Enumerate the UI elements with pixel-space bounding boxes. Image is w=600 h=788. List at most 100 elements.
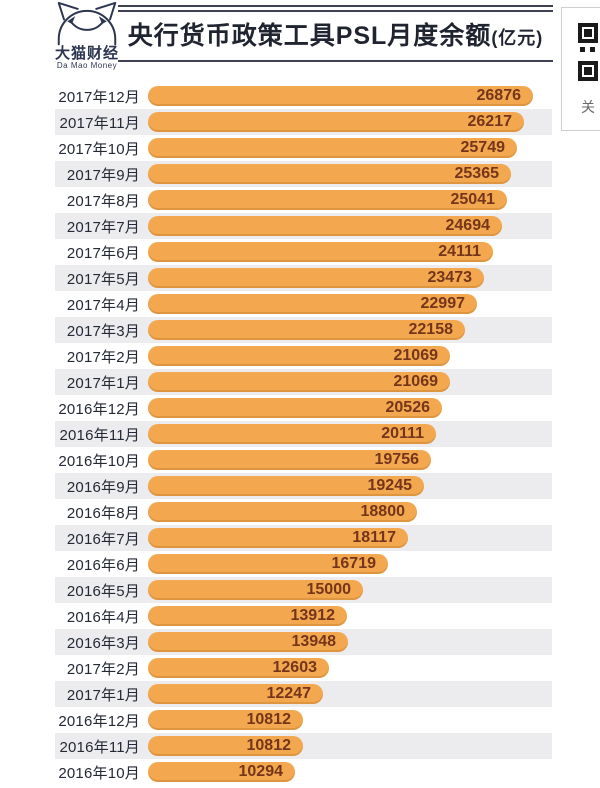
category-label: 2017年11月 (59, 114, 140, 132)
bar: 26876 (148, 86, 533, 106)
chart-row: 2017年8月 25041 (55, 187, 552, 213)
bar-track: 13948 (140, 632, 552, 652)
bar-track: 10812 (140, 710, 552, 730)
value-label: 10812 (246, 711, 292, 728)
category-label: 2017年8月 (66, 192, 140, 210)
value-label: 22158 (408, 321, 454, 338)
value-label: 25749 (460, 139, 506, 156)
chart-row: 2016年9月 19245 (55, 473, 552, 499)
chart-row: 2017年6月 24111 (55, 239, 552, 265)
bar: 23473 (148, 268, 484, 288)
value-label: 12603 (272, 659, 318, 676)
category-label: 2016年6月 (66, 556, 140, 574)
value-label: 20526 (385, 399, 431, 416)
category-label: 2016年12月 (58, 712, 140, 730)
bar-track: 10812 (140, 736, 552, 756)
bar: 24694 (148, 216, 502, 236)
category-label: 2016年12月 (58, 400, 140, 418)
category-label: 2016年11月 (59, 738, 140, 756)
chart-row: 2016年12月 20526 (55, 395, 552, 421)
chart-row: 2017年7月 24694 (55, 213, 552, 239)
bar-track: 22997 (140, 294, 552, 314)
bar: 24111 (148, 242, 493, 262)
value-label: 19756 (374, 451, 420, 468)
bar: 21069 (148, 346, 450, 366)
value-label: 10294 (238, 763, 284, 780)
value-label: 18800 (360, 503, 406, 520)
chart-row: 2017年10月 25749 (55, 135, 552, 161)
value-label: 16719 (331, 555, 377, 572)
chart-row: 2017年1月 21069 (55, 369, 552, 395)
value-label: 12247 (266, 685, 312, 702)
bar-track: 24694 (140, 216, 552, 236)
chart-row: 2017年5月 23473 (55, 265, 552, 291)
category-label: 2017年10月 (58, 140, 140, 158)
bar-track: 12603 (140, 658, 552, 678)
category-label: 2017年6月 (66, 244, 140, 262)
bar: 10812 (148, 710, 303, 730)
value-label: 19245 (367, 477, 413, 494)
category-label: 2017年2月 (66, 660, 140, 678)
bar: 19245 (148, 476, 424, 496)
chart-row: 2016年5月 15000 (55, 577, 552, 603)
category-label: 2016年10月 (58, 452, 140, 470)
bar: 19756 (148, 450, 431, 470)
brand-subtitle: Da Mao Money (56, 61, 118, 70)
bar-track: 22158 (140, 320, 552, 340)
value-label: 25365 (454, 165, 500, 182)
bar: 13912 (148, 606, 347, 626)
value-label: 15000 (306, 581, 352, 598)
bar-track: 19756 (140, 450, 552, 470)
value-label: 21069 (393, 347, 439, 364)
bar: 25041 (148, 190, 507, 210)
bar-track: 21069 (140, 346, 552, 366)
category-label: 2016年8月 (66, 504, 140, 522)
bar-track: 25749 (140, 138, 552, 158)
bar: 13948 (148, 632, 348, 652)
category-label: 2017年2月 (66, 348, 140, 366)
value-label: 20111 (381, 425, 424, 442)
category-label: 2017年3月 (66, 322, 140, 340)
chart-row: 2017年4月 22997 (55, 291, 552, 317)
chart-row: 2016年10月 10294 (55, 759, 552, 785)
value-label: 25041 (450, 191, 496, 208)
bar-track: 15000 (140, 580, 552, 600)
value-label: 23473 (427, 269, 473, 286)
category-label: 2016年7月 (66, 530, 140, 548)
bar-track: 19245 (140, 476, 552, 496)
chart-row: 2017年9月 25365 (55, 161, 552, 187)
qr-caption-fragment: 关 (581, 99, 595, 115)
value-label: 18117 (352, 529, 396, 546)
bar: 12247 (148, 684, 323, 704)
bar-track: 20111 (140, 424, 552, 444)
bar-track: 16719 (140, 554, 552, 574)
cat-face-icon (57, 1, 117, 46)
category-label: 2017年1月 (66, 374, 140, 392)
category-label: 2016年3月 (66, 634, 140, 652)
page-title: 央行货币政策工具PSL月度余额(亿元) (118, 21, 553, 53)
chart-row: 2016年10月 19756 (55, 447, 552, 473)
bar: 15000 (148, 580, 363, 600)
bar-track: 25041 (140, 190, 552, 210)
bar-track: 10294 (140, 762, 552, 782)
bar-track: 26217 (140, 112, 552, 132)
value-label: 24111 (438, 243, 481, 260)
chart-row: 2016年12月 10812 (55, 707, 552, 733)
single-rule (118, 60, 553, 62)
bar: 22997 (148, 294, 477, 314)
category-label: 2017年9月 (66, 166, 140, 184)
bar: 21069 (148, 372, 450, 392)
category-label: 2016年5月 (66, 582, 140, 600)
bar: 20526 (148, 398, 442, 418)
bar-track: 24111 (140, 242, 552, 262)
title-block: 央行货币政策工具PSL月度余额(亿元) (118, 5, 553, 62)
category-label: 2016年11月 (59, 426, 140, 444)
bar: 16719 (148, 554, 388, 574)
bar-track: 21069 (140, 372, 552, 392)
chart-row: 2016年3月 13948 (55, 629, 552, 655)
bar: 12603 (148, 658, 329, 678)
bar: 20111 (148, 424, 436, 444)
value-label: 26876 (476, 87, 522, 104)
bar: 26217 (148, 112, 524, 132)
